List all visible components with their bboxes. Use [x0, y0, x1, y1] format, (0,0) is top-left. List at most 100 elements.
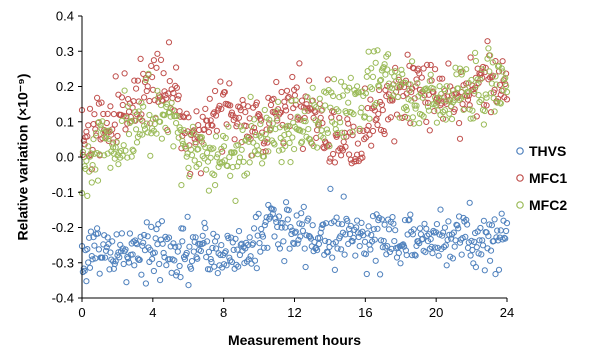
data-point	[345, 120, 352, 127]
data-point	[247, 93, 254, 101]
data-point	[223, 262, 230, 269]
data-point	[430, 85, 437, 92]
data-point	[191, 157, 198, 164]
data-point	[446, 110, 453, 117]
data-point	[165, 39, 173, 46]
data-point	[159, 240, 166, 247]
data-point	[349, 132, 356, 139]
data-point	[168, 99, 175, 106]
data-point	[392, 68, 399, 75]
data-point	[89, 162, 96, 169]
data-point	[228, 109, 235, 116]
x-axis-ticks: 0 4 8 12 16 20 24	[78, 298, 514, 320]
data-point	[503, 88, 511, 96]
data-point	[445, 60, 452, 67]
data-point	[121, 70, 128, 77]
data-point	[427, 71, 434, 78]
data-point	[422, 86, 429, 93]
data-point	[230, 246, 237, 253]
data-point	[251, 116, 258, 123]
data-point	[289, 73, 296, 81]
data-point	[458, 251, 465, 258]
data-point	[133, 239, 140, 247]
data-point	[163, 103, 170, 111]
data-point	[357, 109, 364, 116]
data-point	[344, 217, 351, 224]
data-point	[432, 66, 439, 73]
data-point	[274, 115, 281, 122]
data-point	[466, 102, 473, 109]
data-point	[119, 101, 126, 109]
legend-marker	[516, 174, 524, 182]
data-point	[84, 133, 91, 140]
data-point	[340, 193, 347, 200]
data-point	[199, 232, 206, 239]
data-point	[399, 71, 406, 78]
data-point	[225, 123, 232, 130]
data-point	[204, 238, 211, 245]
data-point	[392, 227, 399, 234]
data-point	[260, 244, 267, 251]
data-point	[203, 166, 210, 173]
data-point	[305, 215, 312, 222]
data-point	[143, 219, 150, 226]
data-point	[212, 245, 220, 252]
data-point	[503, 227, 510, 235]
data-point	[137, 233, 144, 240]
data-point	[206, 144, 213, 151]
data-point	[427, 236, 434, 243]
data-point	[236, 251, 243, 259]
data-point	[111, 121, 118, 128]
data-point	[233, 261, 240, 268]
data-point	[412, 252, 419, 259]
data-point	[385, 51, 392, 58]
data-point	[185, 164, 192, 171]
data-point	[213, 154, 220, 161]
data-point	[150, 267, 157, 275]
data-point	[232, 114, 239, 121]
data-point	[106, 127, 113, 134]
data-point	[483, 229, 490, 236]
data-point	[172, 112, 179, 120]
data-point	[314, 144, 321, 151]
data-point	[330, 92, 337, 100]
data-point	[501, 76, 508, 83]
data-point	[117, 111, 125, 119]
data-point	[329, 254, 336, 261]
data-point	[316, 95, 323, 102]
series-mfc1	[78, 38, 511, 178]
data-point	[134, 77, 141, 84]
data-point	[480, 217, 487, 224]
data-point	[138, 99, 145, 107]
data-point	[80, 137, 87, 144]
data-point	[407, 81, 414, 88]
data-point	[158, 135, 165, 142]
data-point	[496, 99, 503, 106]
data-point	[307, 106, 314, 113]
data-point	[438, 90, 445, 98]
data-point	[236, 154, 243, 161]
y-tick-label: 0.1	[56, 114, 74, 129]
data-point	[228, 149, 235, 156]
data-point	[256, 112, 263, 119]
data-point	[157, 56, 165, 64]
data-point	[173, 84, 180, 91]
data-point	[377, 126, 385, 134]
data-point	[283, 199, 290, 206]
data-point	[346, 231, 354, 238]
data-point	[193, 108, 200, 115]
data-point	[408, 89, 415, 96]
data-point	[396, 114, 403, 121]
data-point	[314, 247, 321, 254]
data-point	[362, 251, 369, 258]
data-point	[192, 140, 199, 148]
data-point	[487, 247, 495, 254]
data-point	[257, 121, 264, 128]
data-point	[365, 122, 372, 130]
data-point	[394, 93, 401, 101]
data-point	[209, 244, 216, 252]
data-point	[86, 153, 94, 160]
data-point	[149, 74, 156, 81]
data-point	[298, 103, 305, 110]
data-point	[437, 206, 444, 213]
